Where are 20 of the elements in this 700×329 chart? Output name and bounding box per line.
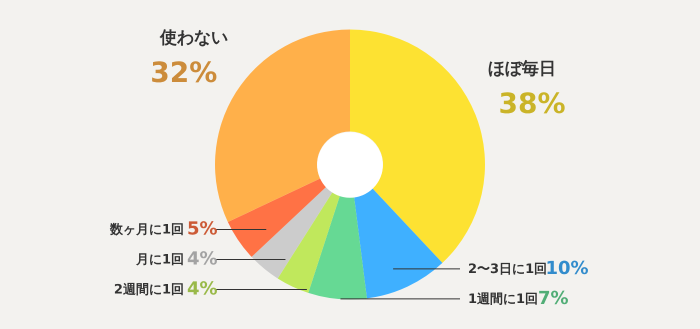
- data-label: 32%: [150, 56, 218, 89]
- slice-label: ほぼ毎日: [488, 58, 556, 79]
- slice-label: 月に1回: [134, 252, 184, 268]
- data-label: 5%: [187, 218, 218, 240]
- donut-slice: [308, 196, 367, 300]
- slice-label: 2週間に1回: [114, 282, 184, 298]
- data-label: 4%: [187, 248, 218, 270]
- slice-label: 1週間に1回: [468, 292, 538, 307]
- donut-slice: [228, 178, 326, 257]
- slice-label: 数ヶ月に1回: [108, 222, 184, 238]
- donut-slice: [252, 187, 332, 278]
- data-label: 38%: [498, 86, 566, 120]
- donut-slice: [350, 30, 485, 263]
- slice-label: 使わない: [158, 28, 228, 48]
- donut-slice: [354, 188, 442, 298]
- data-label: 4%: [187, 278, 218, 300]
- donut-slice: [278, 192, 340, 293]
- data-label: 10%: [546, 258, 589, 279]
- data-label: 7%: [538, 288, 569, 309]
- slice-label: 2〜3日に1回: [468, 262, 548, 277]
